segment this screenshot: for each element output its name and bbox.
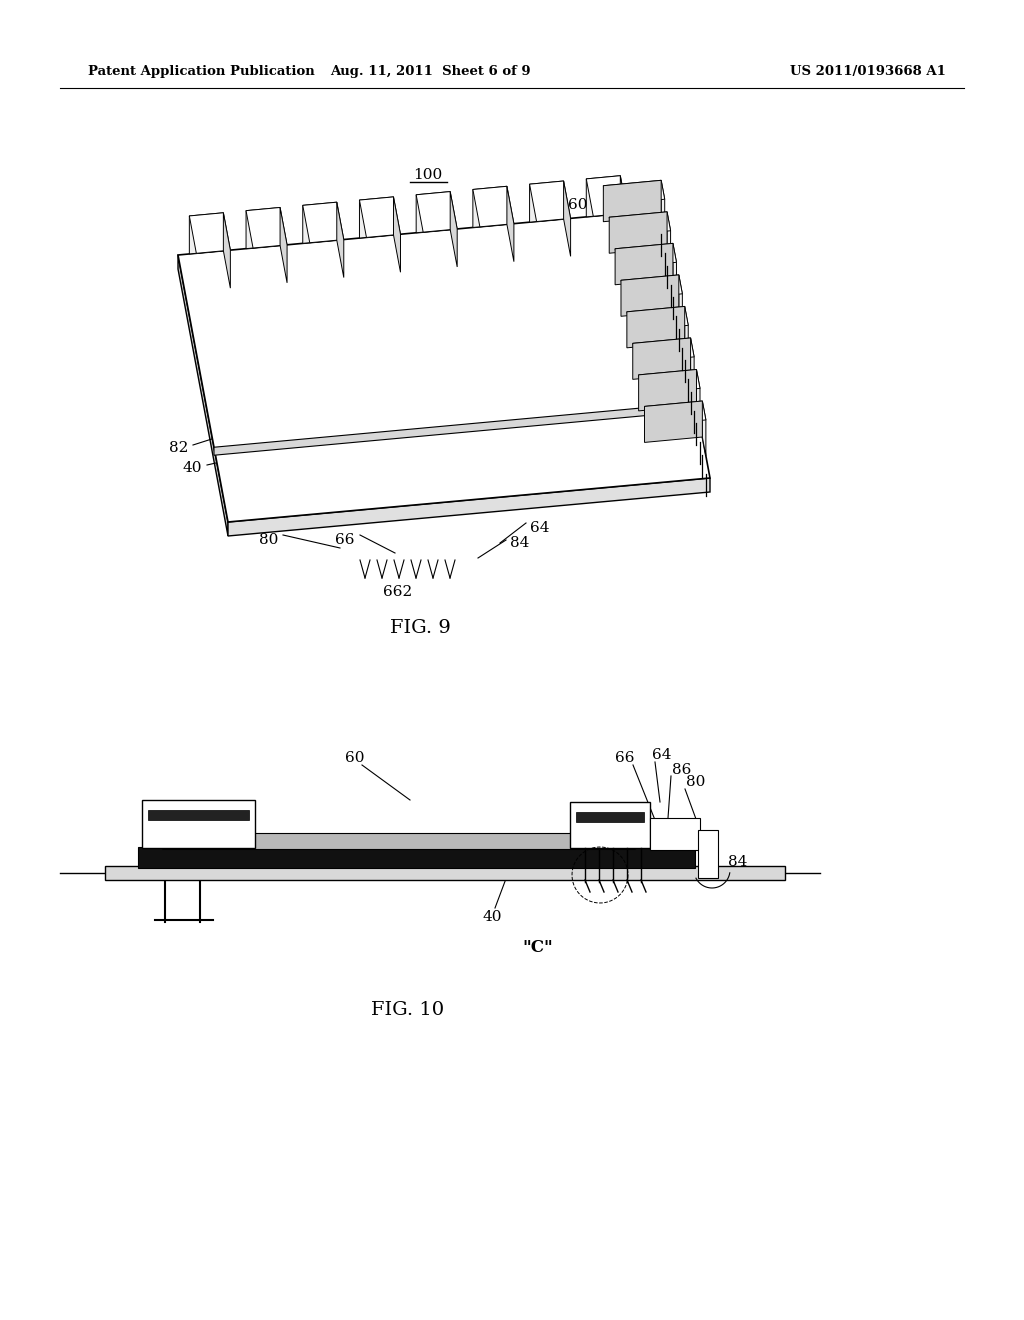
Polygon shape bbox=[281, 207, 287, 282]
Polygon shape bbox=[696, 370, 700, 425]
Text: 60: 60 bbox=[345, 751, 365, 766]
Polygon shape bbox=[627, 306, 685, 348]
Polygon shape bbox=[627, 306, 688, 331]
Polygon shape bbox=[246, 207, 287, 248]
Polygon shape bbox=[644, 401, 706, 425]
Text: 60: 60 bbox=[568, 198, 588, 213]
Polygon shape bbox=[473, 186, 514, 227]
Polygon shape bbox=[587, 176, 621, 216]
Polygon shape bbox=[359, 197, 393, 238]
Polygon shape bbox=[359, 197, 400, 238]
Polygon shape bbox=[563, 181, 570, 256]
Polygon shape bbox=[575, 812, 644, 822]
Text: FIG. 10: FIG. 10 bbox=[372, 1001, 444, 1019]
Polygon shape bbox=[178, 255, 228, 536]
Polygon shape bbox=[615, 243, 677, 268]
Polygon shape bbox=[698, 830, 718, 878]
Polygon shape bbox=[587, 176, 628, 216]
Text: 66: 66 bbox=[615, 751, 635, 766]
Polygon shape bbox=[667, 211, 671, 267]
Polygon shape bbox=[393, 197, 400, 272]
Text: 80: 80 bbox=[686, 775, 706, 789]
Polygon shape bbox=[690, 338, 694, 393]
Text: Aug. 11, 2011  Sheet 6 of 9: Aug. 11, 2011 Sheet 6 of 9 bbox=[330, 66, 530, 78]
Polygon shape bbox=[603, 181, 662, 222]
Polygon shape bbox=[633, 338, 694, 362]
Polygon shape bbox=[639, 370, 696, 411]
Polygon shape bbox=[633, 338, 690, 379]
Text: US 2011/0193668 A1: US 2011/0193668 A1 bbox=[790, 66, 946, 78]
Text: 100: 100 bbox=[414, 168, 442, 182]
Polygon shape bbox=[189, 213, 230, 253]
Text: 80: 80 bbox=[259, 533, 278, 546]
Polygon shape bbox=[416, 191, 451, 232]
Polygon shape bbox=[142, 800, 255, 847]
Polygon shape bbox=[644, 401, 702, 442]
Polygon shape bbox=[673, 243, 677, 298]
Polygon shape bbox=[451, 191, 457, 267]
Polygon shape bbox=[148, 810, 249, 820]
Polygon shape bbox=[189, 213, 223, 253]
Polygon shape bbox=[615, 243, 673, 285]
Text: 40: 40 bbox=[182, 461, 202, 475]
Polygon shape bbox=[529, 181, 563, 222]
Text: 84: 84 bbox=[510, 536, 529, 550]
Polygon shape bbox=[570, 803, 650, 847]
Polygon shape bbox=[105, 866, 785, 880]
Polygon shape bbox=[246, 207, 281, 248]
Polygon shape bbox=[702, 401, 706, 455]
Polygon shape bbox=[416, 191, 457, 232]
Polygon shape bbox=[603, 181, 665, 205]
Polygon shape bbox=[178, 210, 710, 521]
Text: 662: 662 bbox=[383, 585, 413, 599]
Polygon shape bbox=[529, 181, 570, 222]
Text: Patent Application Publication: Patent Application Publication bbox=[88, 66, 314, 78]
Polygon shape bbox=[621, 275, 679, 317]
Polygon shape bbox=[650, 818, 700, 850]
Polygon shape bbox=[621, 275, 682, 300]
Text: 86: 86 bbox=[672, 763, 691, 777]
Polygon shape bbox=[337, 202, 344, 277]
Text: FIG. 9: FIG. 9 bbox=[389, 619, 451, 638]
Polygon shape bbox=[507, 186, 514, 261]
Text: 40: 40 bbox=[482, 909, 502, 924]
Polygon shape bbox=[473, 186, 507, 227]
Text: 66: 66 bbox=[336, 533, 355, 546]
Polygon shape bbox=[223, 213, 230, 288]
Polygon shape bbox=[162, 833, 635, 849]
Polygon shape bbox=[303, 202, 337, 243]
Polygon shape bbox=[639, 370, 700, 393]
Polygon shape bbox=[609, 211, 667, 253]
Polygon shape bbox=[214, 403, 696, 455]
Text: 64: 64 bbox=[530, 521, 550, 535]
Polygon shape bbox=[679, 275, 682, 330]
Text: 84: 84 bbox=[728, 855, 748, 869]
Text: "C": "C" bbox=[522, 940, 553, 957]
Polygon shape bbox=[303, 202, 344, 243]
Polygon shape bbox=[662, 181, 665, 235]
Polygon shape bbox=[609, 211, 671, 236]
Text: 64: 64 bbox=[652, 748, 672, 762]
Polygon shape bbox=[138, 847, 695, 869]
Polygon shape bbox=[228, 478, 710, 536]
Polygon shape bbox=[685, 306, 688, 362]
Polygon shape bbox=[621, 176, 628, 251]
Text: 82: 82 bbox=[169, 441, 188, 455]
